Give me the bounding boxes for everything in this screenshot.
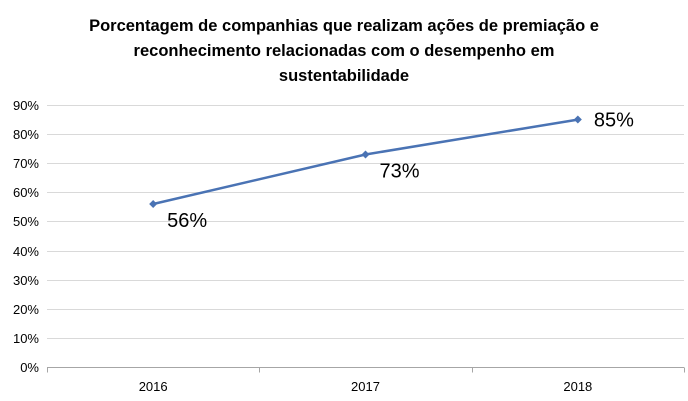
chart-title-line-2: reconhecimento relacionadas com o desemp… xyxy=(133,42,555,60)
chart-title: Porcentagem de companhias que realizam a… xyxy=(0,14,688,89)
chart-title-line-3: sustentabilidade xyxy=(278,67,410,85)
y-tick-label: 40% xyxy=(13,244,39,259)
data-label: 56% xyxy=(167,210,207,232)
series-line xyxy=(152,118,579,206)
y-tick-labels: 0% 10% 20% 30% 40% 50% 60% 70% 80% 90% xyxy=(13,98,39,375)
gridlines xyxy=(47,105,684,339)
x-tick-label: 2017 xyxy=(351,379,380,394)
y-tick-label: 60% xyxy=(13,185,39,200)
x-tick-labels: 2016 2017 2018 xyxy=(139,379,593,394)
data-labels: 56% 73% 85% xyxy=(167,110,634,232)
data-label: 73% xyxy=(380,160,420,182)
x-tick-label: 2018 xyxy=(563,379,592,394)
axes xyxy=(47,367,685,373)
chart-title-line-1: Porcentagem de companhias que realizam a… xyxy=(89,17,599,35)
y-tick-label: 30% xyxy=(13,273,39,288)
y-tick-label: 0% xyxy=(20,360,39,375)
data-point-marker xyxy=(361,150,370,159)
y-tick-label: 20% xyxy=(13,302,39,317)
y-tick-label: 70% xyxy=(13,156,39,171)
y-tick-label: 10% xyxy=(13,331,39,346)
y-tick-label: 90% xyxy=(13,98,39,113)
y-tick-label: 50% xyxy=(13,214,39,229)
y-tick-label: 80% xyxy=(13,127,39,142)
series-group xyxy=(149,115,582,208)
x-tick-label: 2016 xyxy=(139,379,168,394)
data-point-marker xyxy=(149,199,158,208)
data-point-marker xyxy=(573,115,582,124)
data-label: 85% xyxy=(594,110,634,132)
